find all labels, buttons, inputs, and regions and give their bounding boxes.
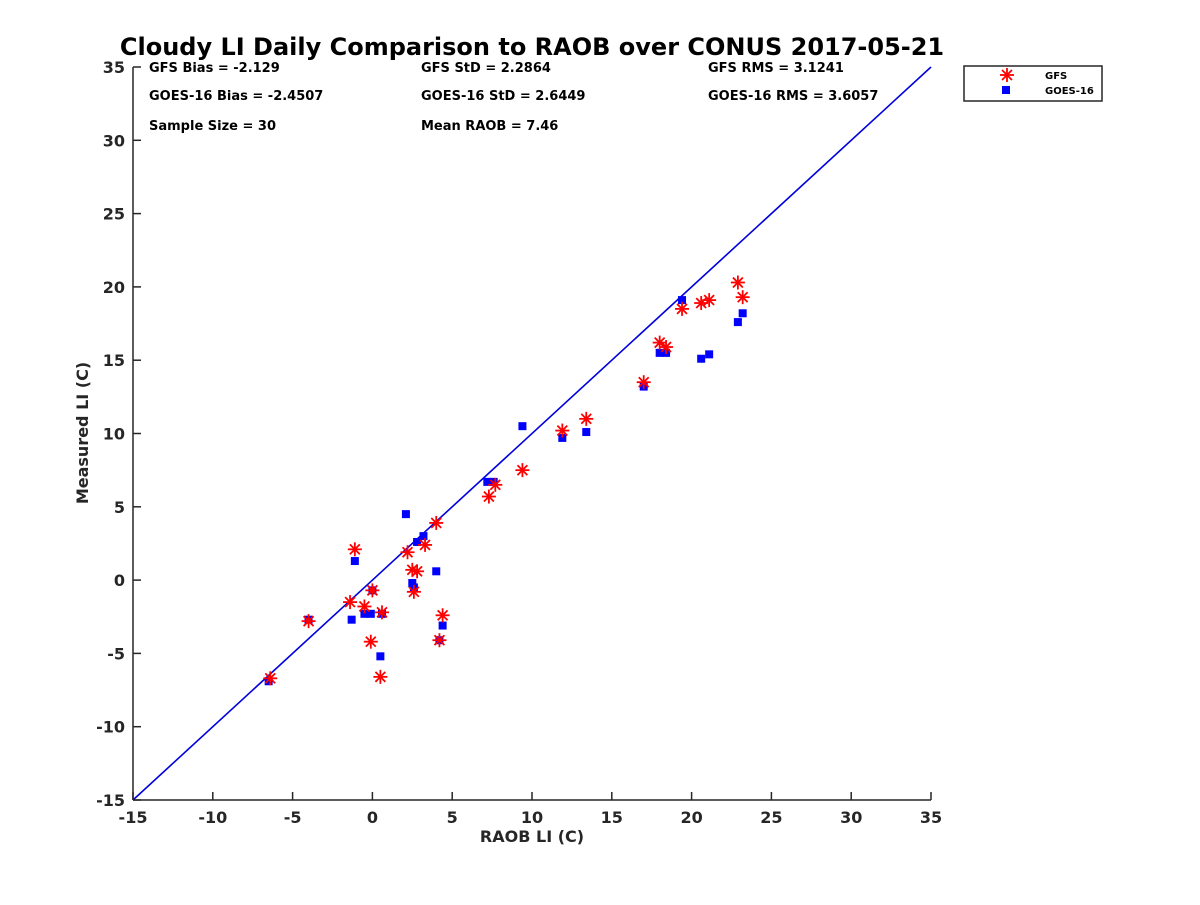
y-tick-label: -15 — [96, 791, 125, 810]
x-tick-label: 25 — [760, 808, 782, 827]
goes16-point — [655, 348, 664, 357]
x-tick-label: 30 — [840, 808, 862, 827]
x-tick-label: 35 — [920, 808, 942, 827]
y-tick-label: 5 — [114, 498, 125, 517]
goes16-point — [438, 621, 447, 630]
chart-title: Cloudy LI Daily Comparison to RAOB over … — [120, 33, 944, 61]
gfs-point — [343, 595, 358, 610]
legend-goes-label: GOES-16 — [1045, 86, 1094, 97]
goes16-point — [401, 510, 410, 519]
goes16-point — [408, 579, 417, 588]
sample-size-text: Sample Size = 30 — [149, 119, 276, 134]
gfs-point — [347, 542, 362, 557]
y-tick-label: 30 — [103, 131, 125, 150]
gfs-std-text: GFS StD = 2.2864 — [421, 61, 551, 76]
gfs-point — [735, 290, 750, 305]
y-tick-label: 20 — [103, 278, 125, 297]
goes16-point — [432, 567, 441, 576]
y-tick-label: 15 — [103, 351, 125, 370]
goes16-point — [582, 428, 591, 437]
gfs-point — [374, 605, 389, 620]
gfs-point — [481, 489, 496, 504]
y-tick-label: 10 — [103, 425, 125, 444]
gfs-point — [702, 293, 717, 308]
gfs-rms-text: GFS RMS = 3.1241 — [708, 61, 844, 76]
goes16-point — [376, 652, 385, 661]
y-tick-label: -10 — [96, 718, 125, 737]
gfs-point — [730, 275, 745, 290]
goes16-point — [413, 537, 422, 546]
legend-box — [963, 65, 1103, 102]
x-tick-label: -5 — [284, 808, 302, 827]
goes-std-text: GOES-16 StD = 2.6449 — [421, 89, 585, 104]
gfs-point — [357, 599, 372, 614]
legend-gfs-marker — [1000, 68, 1014, 82]
gfs-point — [418, 537, 433, 552]
goes-rms-text: GOES-16 RMS = 3.6057 — [708, 89, 878, 104]
mean-raob-text: Mean RAOB = 7.46 — [421, 119, 558, 134]
y-axis-ticks: -15 -10 -5 0 5 10 15 20 25 30 35 — [96, 58, 141, 810]
gfs-point — [432, 633, 447, 648]
y-tick-label: 25 — [103, 205, 125, 224]
gfs-point — [429, 515, 444, 530]
goes16-point — [347, 615, 356, 624]
gfs-point — [515, 463, 530, 478]
x-axis-ticks: -15 -10 -5 0 5 10 15 20 25 30 35 — [119, 792, 942, 827]
gfs-bias-text: GFS Bias = -2.129 — [149, 61, 280, 76]
x-axis-label: RAOB LI (C) — [480, 827, 584, 846]
gfs-point — [435, 608, 450, 623]
goes16-point — [366, 609, 375, 618]
data-points-layer — [263, 275, 750, 686]
x-tick-label: 20 — [680, 808, 702, 827]
goes16-point — [419, 532, 428, 541]
gfs-point — [675, 301, 690, 316]
goes16-point — [360, 609, 369, 618]
legend-goes-marker — [1002, 86, 1010, 94]
goes16-point — [705, 350, 714, 359]
gfs-point — [555, 423, 570, 438]
goes16-point — [264, 677, 273, 686]
x-tick-label: -15 — [119, 808, 148, 827]
goes16-point — [678, 296, 687, 305]
gfs-point — [363, 634, 378, 649]
gfs-point — [400, 545, 415, 560]
gfs-point — [659, 340, 674, 355]
goes-bias-text: GOES-16 Bias = -2.4507 — [149, 89, 323, 104]
y-tick-label: 35 — [103, 58, 125, 77]
goes16-point — [483, 477, 492, 486]
gfs-point — [373, 669, 388, 684]
legend-gfs-asterisk — [1000, 68, 1014, 82]
goes16-point — [518, 422, 527, 431]
goes16-point — [350, 557, 359, 566]
legend-gfs-label: GFS — [1045, 71, 1067, 82]
x-tick-label: 0 — [367, 808, 378, 827]
goes16-point — [733, 318, 742, 327]
gfs-point — [579, 411, 594, 426]
gfs-point — [365, 583, 380, 598]
goes16-point — [738, 309, 747, 318]
stats-annotations: GFS Bias = -2.129 GFS StD = 2.2864 GFS R… — [149, 61, 878, 134]
x-tick-label: 5 — [447, 808, 458, 827]
y-tick-label: 0 — [114, 571, 125, 590]
legend: GFS GOES-16 — [963, 65, 1103, 102]
goes16-point — [489, 477, 498, 486]
x-tick-label: -10 — [198, 808, 227, 827]
y-tick-label: -5 — [107, 644, 125, 663]
goes16-point — [697, 354, 706, 363]
y-axis-label: Measured LI (C) — [73, 362, 92, 504]
gfs-point — [410, 564, 425, 579]
gfs-point — [406, 584, 421, 599]
goes16-point — [558, 433, 567, 442]
gfs-point — [488, 477, 503, 492]
x-tick-label: 10 — [521, 808, 543, 827]
gfs-point — [636, 375, 651, 390]
gfs-point — [263, 671, 278, 686]
x-tick-label: 15 — [601, 808, 623, 827]
gfs-point — [301, 614, 316, 629]
